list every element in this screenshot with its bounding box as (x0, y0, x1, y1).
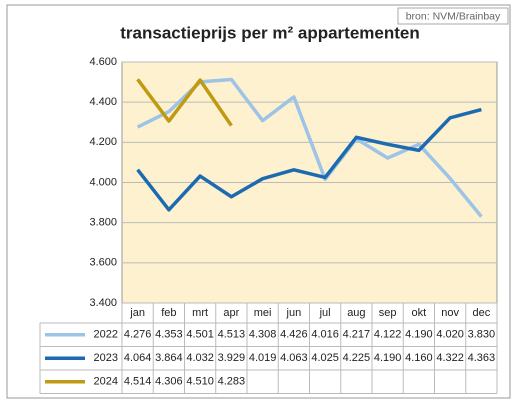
y-tick-label: 4.200 (89, 136, 117, 148)
table-value: 3.830 (468, 329, 496, 341)
x-tick-label: jan (129, 307, 145, 319)
table-value: 4.225 (343, 352, 371, 364)
table-value: 4.510 (186, 376, 214, 388)
x-tick-label: okt (412, 307, 427, 319)
x-tick-label: mrt (192, 307, 208, 319)
table-value: 4.190 (374, 352, 402, 364)
table-value: 4.308 (249, 329, 277, 341)
series-line (136, 107, 482, 212)
table-value: 4.064 (124, 352, 152, 364)
series-line (136, 78, 233, 127)
table-value: 4.032 (186, 352, 214, 364)
y-tick-label: 4.000 (89, 176, 117, 188)
table-value: 4.190 (405, 329, 433, 341)
x-tick-label: dec (473, 307, 491, 319)
y-tick-label: 4.600 (89, 56, 117, 68)
x-tick-label: aug (347, 307, 365, 319)
legend-label: 2022 (94, 329, 118, 341)
table-value: 4.217 (343, 329, 371, 341)
y-tick-label: 3.600 (89, 257, 117, 269)
table-value: 4.514 (124, 376, 152, 388)
x-tick-label: feb (161, 307, 176, 319)
y-tick-label: 3.800 (89, 217, 117, 229)
chart-title: transactieprijs per m² appartementen (120, 23, 419, 42)
x-tick-label: nov (441, 307, 459, 319)
table-value: 3.864 (155, 352, 183, 364)
table-value: 4.016 (311, 329, 339, 341)
table-value: 4.322 (436, 352, 464, 364)
x-tick-label: mei (254, 307, 272, 319)
x-tick-label: sep (379, 307, 397, 319)
table-value: 4.063 (280, 352, 308, 364)
table-value: 4.501 (186, 329, 214, 341)
table-value: 4.353 (155, 329, 183, 341)
table-value: 4.122 (374, 329, 402, 341)
table-value: 4.283 (218, 376, 246, 388)
source-box (397, 7, 509, 25)
table-value: 3.929 (218, 352, 246, 364)
table-value: 4.306 (155, 376, 183, 388)
legend-label: 2024 (94, 376, 118, 388)
table-value: 4.513 (218, 329, 246, 341)
x-tick-label: jun (286, 307, 302, 319)
table-value: 4.426 (280, 329, 308, 341)
source: bron: NVM/Brainbay (406, 10, 501, 22)
table-value: 4.160 (405, 352, 433, 364)
table-value: 4.019 (249, 352, 277, 364)
y-tick-label: 4.400 (89, 96, 117, 108)
x-tick-label: apr (223, 307, 239, 319)
table-value: 4.025 (311, 352, 339, 364)
legend-label: 2023 (94, 352, 118, 364)
table-value: 4.020 (436, 329, 464, 341)
table-value: 4.363 (468, 352, 496, 364)
y-tick-label: 3.400 (89, 297, 117, 309)
table-value: 4.276 (124, 329, 152, 341)
x-tick-label: jul (319, 307, 331, 319)
